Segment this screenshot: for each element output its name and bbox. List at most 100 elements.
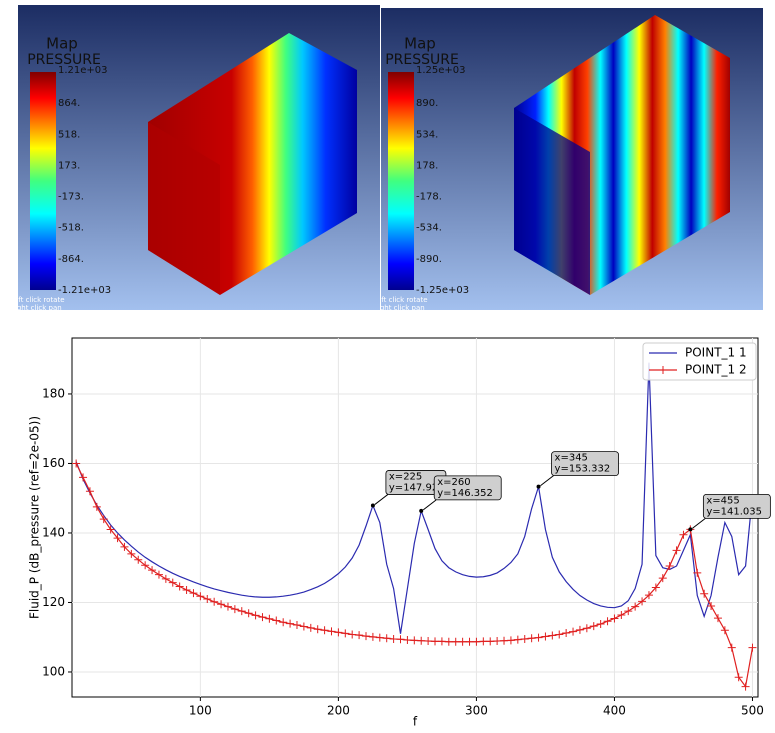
colorbar-label: 1.21e+03 bbox=[58, 65, 108, 76]
grid bbox=[72, 338, 758, 697]
point-marker bbox=[458, 637, 467, 646]
y-tick-label: 120 bbox=[42, 595, 65, 609]
point-marker bbox=[106, 525, 115, 534]
x-tick-label: 500 bbox=[741, 704, 764, 718]
point-marker bbox=[368, 632, 377, 641]
render-panel bbox=[381, 8, 763, 310]
point-marker bbox=[720, 626, 729, 635]
colorbar-label: -178. bbox=[416, 192, 442, 203]
legend-marker bbox=[659, 366, 667, 374]
point-marker bbox=[189, 589, 198, 598]
point-marker bbox=[596, 620, 605, 629]
annotation-arrow bbox=[422, 499, 437, 511]
colorbar-label: -173. bbox=[58, 192, 84, 203]
colorbar-label: 864. bbox=[58, 98, 80, 109]
annotation-arrow bbox=[540, 475, 554, 487]
point-marker bbox=[451, 637, 460, 646]
point-marker bbox=[389, 634, 398, 643]
block-face bbox=[514, 108, 590, 295]
legend-label: POINT_1 2 bbox=[685, 363, 747, 377]
colorbar bbox=[388, 72, 414, 290]
x-tick-label: 100 bbox=[189, 704, 212, 718]
plot-frame bbox=[71, 337, 759, 698]
annotation-text: y=141.035 bbox=[706, 506, 762, 517]
point-marker bbox=[727, 643, 736, 652]
point-marker bbox=[141, 561, 150, 570]
point-marker bbox=[700, 589, 709, 598]
point-marker bbox=[513, 635, 522, 644]
point-marker bbox=[120, 542, 129, 551]
point-marker bbox=[520, 634, 529, 643]
point-marker bbox=[444, 637, 453, 646]
series-line bbox=[75, 362, 754, 634]
point-marker bbox=[306, 623, 315, 632]
y-axis-label: Fluid_P (dB_pressure (ref=2e-05)) bbox=[28, 416, 42, 619]
point-marker bbox=[679, 530, 688, 539]
point-marker bbox=[741, 682, 750, 691]
annotation-point bbox=[536, 484, 541, 489]
colorbar-label: -534. bbox=[416, 223, 442, 234]
panel-title: Map bbox=[46, 35, 78, 53]
point-marker bbox=[154, 570, 163, 579]
point-marker bbox=[79, 473, 88, 482]
block-face bbox=[148, 122, 220, 295]
point-marker bbox=[437, 637, 446, 646]
point-marker bbox=[127, 549, 136, 558]
point-marker bbox=[320, 626, 329, 635]
point-marker bbox=[272, 616, 281, 625]
colorbar bbox=[30, 72, 56, 290]
x-axis-label: f bbox=[413, 715, 418, 729]
colorbar-label: -890. bbox=[416, 254, 442, 265]
point-marker bbox=[292, 621, 301, 630]
point-marker bbox=[251, 611, 260, 620]
point-marker bbox=[493, 637, 502, 646]
panel-title: Map bbox=[404, 35, 436, 53]
point-marker bbox=[431, 637, 440, 646]
point-marker bbox=[85, 487, 94, 496]
point-marker bbox=[161, 574, 170, 583]
point-marker bbox=[569, 627, 578, 636]
legend-label: POINT_1 1 bbox=[685, 346, 747, 360]
colorbar-label: 890. bbox=[416, 98, 438, 109]
x-tick-label: 200 bbox=[327, 704, 350, 718]
point-marker bbox=[465, 637, 474, 646]
annotation-text: y=153.332 bbox=[555, 464, 611, 475]
point-marker bbox=[175, 582, 184, 591]
annotation-box bbox=[433, 475, 502, 501]
point-marker bbox=[410, 636, 419, 645]
point-marker bbox=[610, 614, 619, 623]
colorbar-label: -1.21e+03 bbox=[58, 285, 111, 296]
point-marker bbox=[658, 574, 667, 583]
legend: POINT_1 1 POINT_1 2 bbox=[642, 342, 757, 381]
annotation-box bbox=[551, 451, 619, 477]
annotation-text: x=345 bbox=[555, 453, 588, 464]
annotation-text: y=146.352 bbox=[437, 488, 493, 499]
point-marker bbox=[258, 613, 267, 622]
point-marker bbox=[375, 633, 384, 642]
point-marker bbox=[562, 629, 571, 638]
point-marker bbox=[603, 617, 612, 626]
point-marker bbox=[382, 634, 391, 643]
point-marker bbox=[92, 502, 101, 511]
point-marker bbox=[534, 633, 543, 642]
point-marker bbox=[99, 515, 108, 524]
colorbar-label: -864. bbox=[58, 254, 84, 265]
point-marker bbox=[286, 619, 295, 628]
point-marker bbox=[196, 592, 205, 601]
colorbar-label: 534. bbox=[416, 129, 438, 140]
point-marker bbox=[182, 585, 191, 594]
colorbar-label: -1.25e+03 bbox=[416, 285, 469, 296]
point-marker bbox=[217, 600, 226, 609]
point-marker bbox=[693, 568, 702, 577]
panel-subtitle: PRESSURE bbox=[385, 52, 459, 68]
colorbar-label: -518. bbox=[58, 223, 84, 234]
point-marker bbox=[134, 555, 143, 564]
point-marker bbox=[748, 643, 757, 652]
colorbar-label: 173. bbox=[58, 160, 80, 171]
point-marker bbox=[472, 637, 481, 646]
hint-text: left click rotate bbox=[12, 296, 65, 304]
point-marker bbox=[479, 637, 488, 646]
